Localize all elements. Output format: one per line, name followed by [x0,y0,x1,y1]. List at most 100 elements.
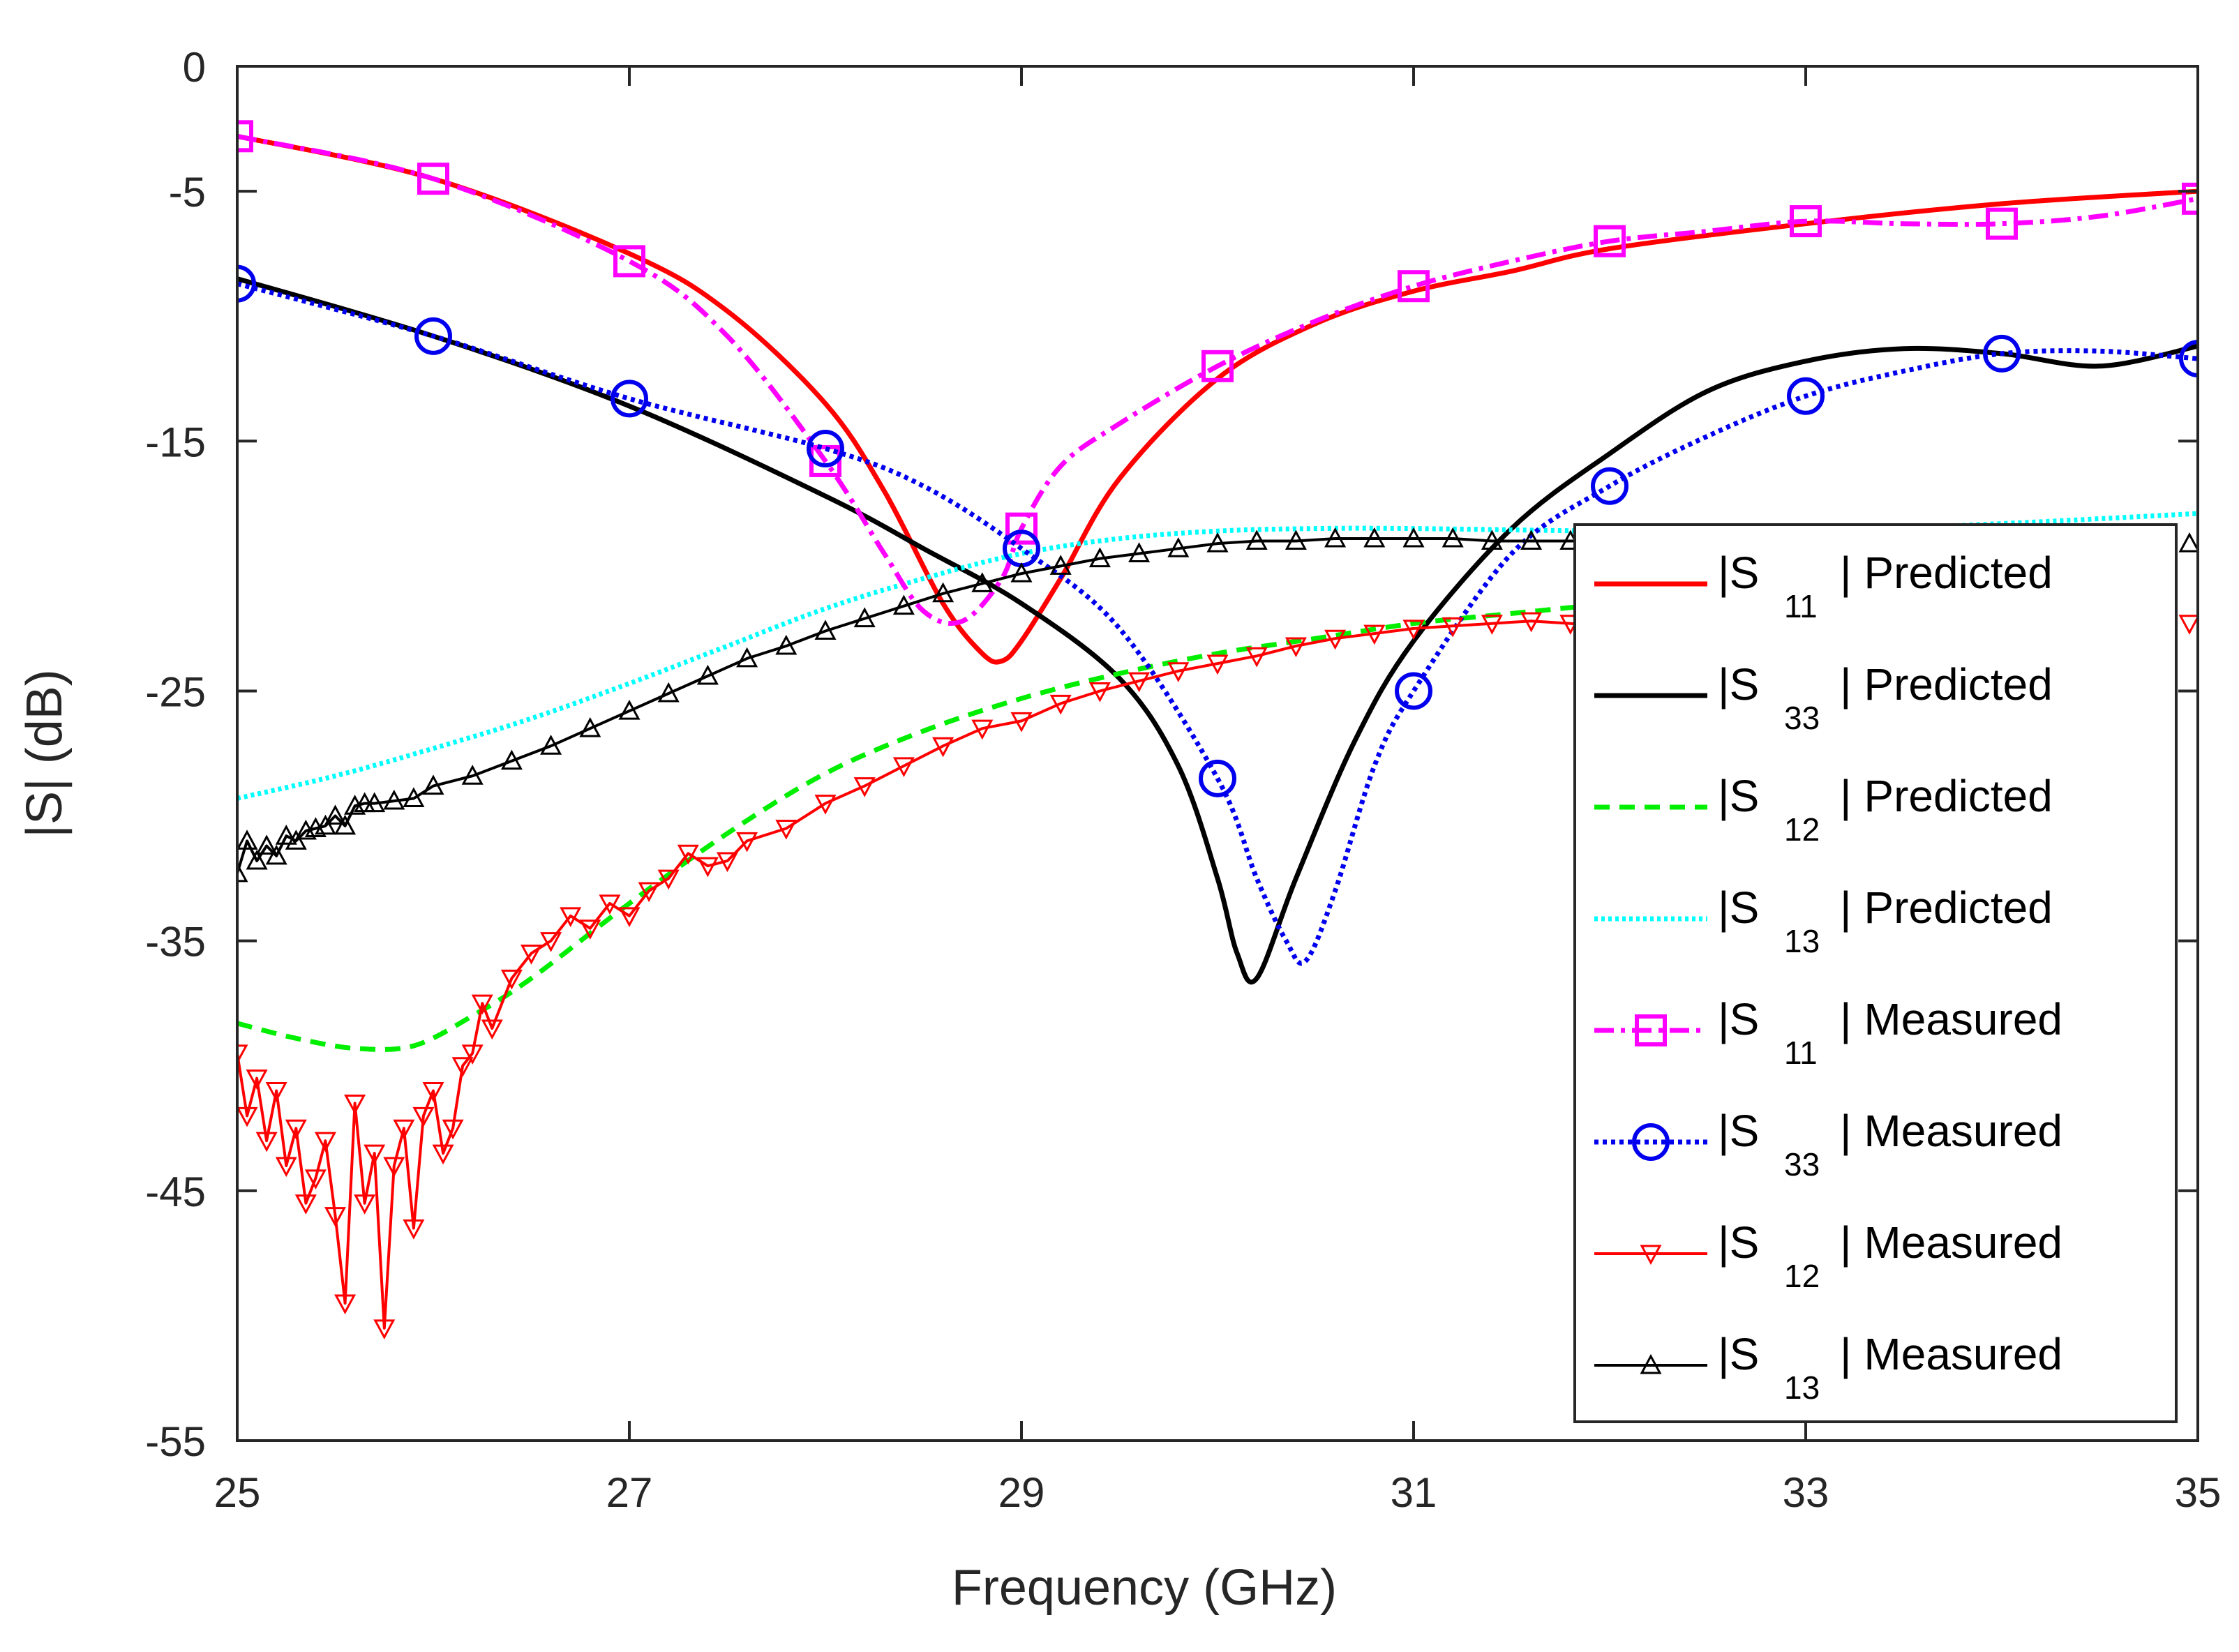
data-marker [540,932,562,952]
x-tick-label: 31 [1391,1469,1437,1516]
data-marker [2179,340,2198,378]
data-marker [971,572,994,592]
series-line [237,281,2198,966]
data-marker [2182,182,2198,215]
data-marker [500,749,523,770]
y-tick-label: -25 [145,668,206,715]
legend-label-main: |S [1718,994,1759,1044]
data-marker [461,1044,484,1065]
data-marker [246,849,268,870]
data-marker [618,699,641,720]
x-axis-title: Frequency (GHz) [952,1560,1337,1616]
data-marker [971,719,994,740]
y-tick-label: -35 [145,919,206,966]
legend-label-suffix: | Predicted [1840,883,2053,933]
data-marker [736,832,758,853]
legend-entry: |S 12 | Measured [1594,1217,2062,1294]
data-marker [314,1132,336,1152]
legend-label-main: |S [1718,548,1759,598]
data-marker [1983,334,2021,373]
data-marker [775,634,797,655]
legend-label-suffix: | Measured [1840,1217,2062,1268]
data-marker [354,1194,376,1215]
legend: |S 11 | Predicted |S 33 | Predicted |S 12 | Pred… [1573,523,2178,1423]
data-marker [285,829,307,850]
data-marker [275,1157,297,1178]
legend-label-main: |S [1718,1217,1759,1268]
legend-label-main: |S [1718,1329,1759,1379]
data-marker [853,777,876,797]
data-marker [403,1219,425,1240]
data-marker [613,245,645,278]
data-marker [1442,527,1464,548]
data-marker [500,969,523,990]
data-marker [696,857,719,878]
series-line [237,537,1610,874]
data-marker [417,163,449,195]
data-marker [1481,530,1503,550]
data-marker [275,825,297,845]
data-marker [393,1119,415,1140]
series-line [237,133,2198,626]
data-marker [1005,512,1038,545]
data-marker [1167,537,1190,557]
data-marker [1442,617,1464,638]
data-marker [403,787,425,807]
data-marker [364,1144,386,1165]
data-marker [412,1106,435,1127]
x-tick-label: 29 [998,1469,1045,1516]
data-marker [237,1106,258,1127]
legend-label-subscript: 11 [1784,1035,1818,1071]
data-marker [1088,547,1111,568]
data-marker [237,829,258,850]
data-marker [1520,530,1543,550]
data-marker [1790,205,1822,238]
data-marker [1245,647,1268,668]
data-marker [1324,527,1347,548]
data-marker [579,919,601,940]
data-marker [1206,532,1229,553]
data-marker [294,1194,317,1215]
data-marker [716,852,739,873]
x-tick-label: 33 [1783,1469,1829,1516]
y-tick-label: -15 [145,419,206,465]
data-marker [1395,672,1432,710]
data-marker [451,1057,474,1077]
data-marker [1787,377,1825,415]
data-marker [344,1094,366,1115]
legend-entry: |S 13 | Predicted [1594,883,2053,959]
legend-entry: |S 12 | Predicted [1594,771,2053,848]
y-tick-label: 0 [183,44,206,91]
data-marker [1986,207,2018,240]
data-marker [432,1144,454,1165]
data-marker [1324,629,1347,650]
data-marker [422,774,444,795]
data-marker [1594,225,1626,257]
x-tick-label: 25 [214,1469,261,1516]
data-marker [1206,654,1229,675]
data-marker [520,945,543,965]
legend-label-suffix: | Measured [1840,1106,2062,1156]
data-marker [314,814,336,835]
series-line [237,601,1610,1052]
series-3 [237,511,2198,801]
data-marker [1010,562,1033,583]
legend-entry: |S 11 | Measured [1594,994,2062,1071]
data-marker [853,607,876,628]
data-marker [657,682,680,703]
data-marker [422,1082,444,1102]
data-marker [1201,350,1234,382]
series-6 [237,612,1621,1339]
series-layer [237,120,2198,1339]
series-line [237,276,2198,985]
legend-label-suffix: | Measured [1840,994,2062,1044]
data-marker [1128,542,1151,562]
y-tick-label: -45 [145,1169,206,1215]
data-marker [1398,270,1430,303]
legend-label-suffix: | Measured [1840,1329,2062,1379]
legend-entry: |S 11 | Predicted [1594,548,2053,624]
x-tick-label: 27 [606,1469,653,1516]
data-marker [657,869,680,890]
data-marker [1402,527,1425,548]
data-marker [1591,467,1628,505]
